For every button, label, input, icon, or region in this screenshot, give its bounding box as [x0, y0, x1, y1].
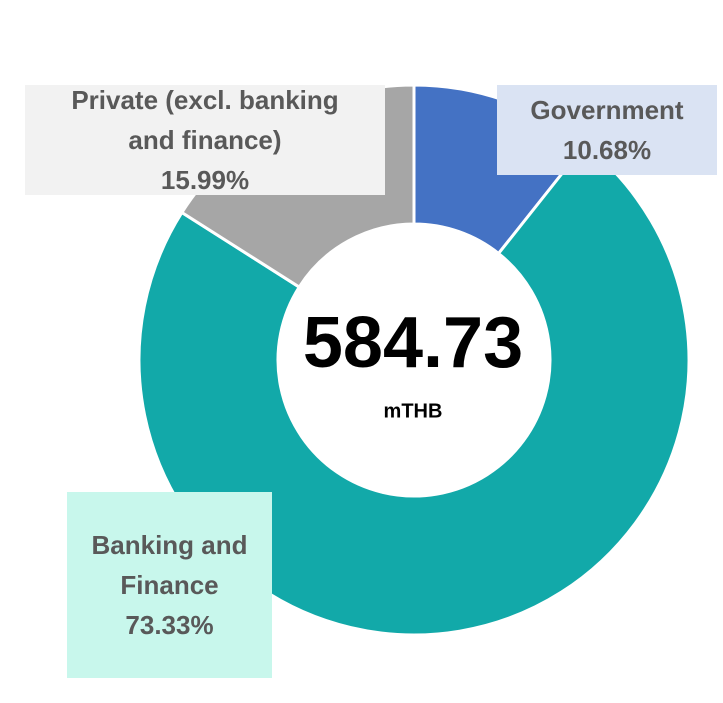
category-label: Private (excl. banking and finance) — [71, 85, 339, 155]
category-label: Government — [530, 95, 684, 125]
value-label: 15.99% — [160, 165, 250, 195]
center-unit: mTHB — [384, 400, 443, 422]
label-box: Private (excl. banking and finance) 15.9… — [25, 85, 385, 195]
label-box: Government 10.68% — [497, 85, 717, 175]
donut-slice — [137, 142, 691, 637]
center-value: 584.73 — [303, 303, 523, 383]
value-label: 10.68% — [562, 135, 652, 165]
label-box: Banking and Finance 73.33% — [67, 492, 272, 678]
category-label: Banking and Finance — [91, 530, 248, 600]
value-label: 73.33% — [125, 610, 214, 640]
